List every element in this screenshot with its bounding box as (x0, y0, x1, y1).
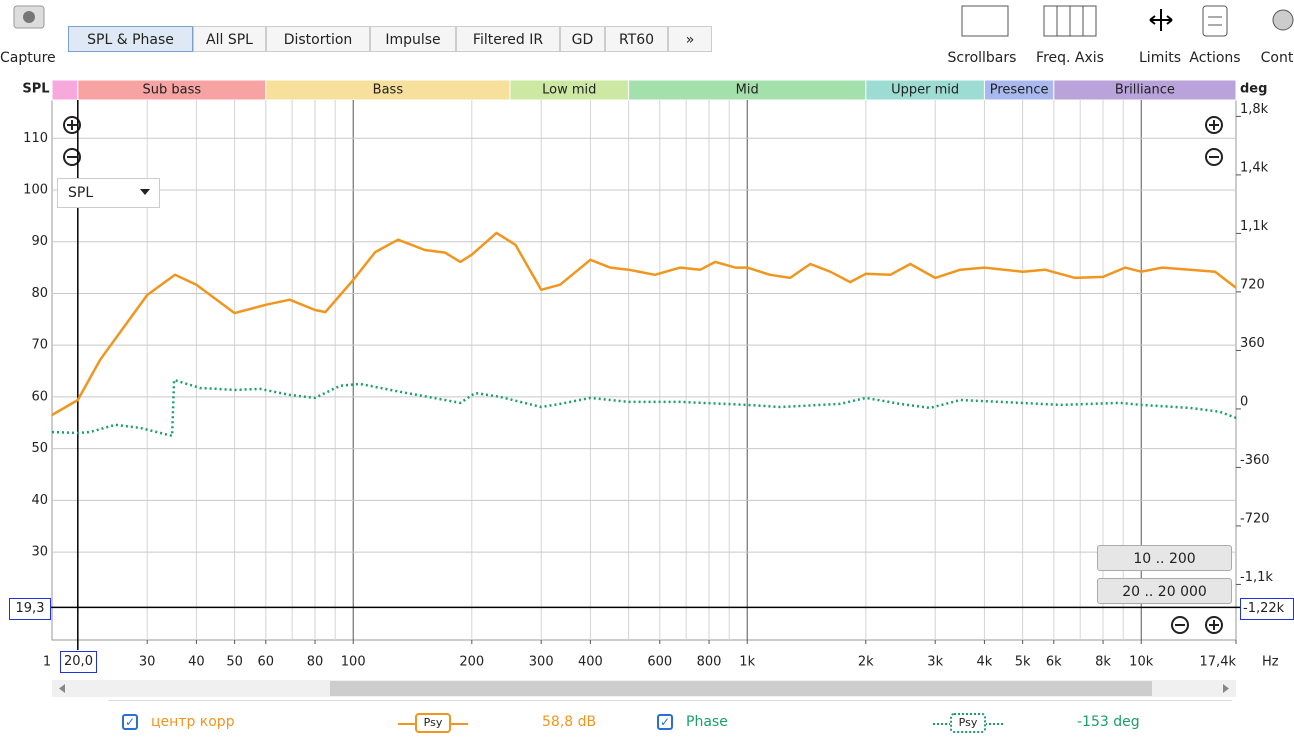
y-tick-label: 50 (31, 441, 48, 456)
legend-readout: -153 deg (1077, 714, 1140, 730)
legend-name: Phase (686, 714, 728, 730)
series-line (51, 378, 1237, 438)
x-tick-label: 17,4k (1200, 655, 1237, 670)
legend-badge: Psy (415, 713, 451, 733)
range-button[interactable]: 20 .. 20 000 (1097, 578, 1232, 604)
tab[interactable]: Impulse (370, 26, 456, 52)
x-tick-label: 4k (977, 655, 993, 670)
y2-tick-label: 360 (1240, 336, 1265, 351)
dropdown-label: SPL (68, 185, 94, 201)
tool-label[interactable]: Limits (1139, 50, 1181, 66)
cursor-y2-label: -1,22k (1240, 598, 1294, 620)
y2-tick-label: -360 (1240, 453, 1270, 468)
range-button[interactable]: 10 .. 200 (1097, 545, 1232, 571)
x-tick-label: 300 (529, 655, 554, 670)
y-tick-label: 100 (23, 183, 48, 198)
tab[interactable]: Distortion (266, 26, 370, 52)
plot-area (51, 99, 1237, 641)
band (1053, 79, 1237, 101)
tab[interactable]: Filtered IR (456, 26, 560, 52)
tool-label[interactable]: Actions (1189, 50, 1241, 66)
x-tick-label: 800 (697, 655, 722, 670)
band-label: Bass (373, 83, 404, 98)
y2-tick-label: 1,8k (1240, 102, 1269, 117)
band-label: Upper mid (891, 83, 959, 98)
x-tick-label: 60 (258, 655, 275, 670)
x-tick-label: 10k (1129, 655, 1154, 670)
band-label: Mid (736, 83, 759, 98)
legend-readout: 58,8 dB (542, 714, 597, 730)
y2-axis-label: deg (1240, 82, 1267, 97)
cursor-x-label: 20,0 (60, 651, 97, 673)
y2-tick-label: 720 (1240, 277, 1265, 292)
x-tick-label: 5k (1015, 655, 1031, 670)
x-tick-label: 30 (139, 655, 156, 670)
y2-tick-label: -720 (1240, 511, 1270, 526)
y-tick-label: 40 (31, 493, 48, 508)
cursor-y-label: 19,3 (9, 598, 51, 620)
band-label: Presence (990, 83, 1049, 98)
tab[interactable]: GD (560, 26, 605, 52)
tab[interactable]: RT60 (605, 26, 668, 52)
band (51, 79, 79, 101)
legend-checkbox[interactable]: ✓ (657, 714, 673, 730)
x-tick-label: 400 (578, 655, 603, 670)
x-tick-label: 3k (927, 655, 943, 670)
x-tick-label: 40 (188, 655, 205, 670)
x-tick-label: 200 (459, 655, 484, 670)
tab[interactable]: » (668, 26, 712, 52)
y-tick-label: 90 (31, 234, 48, 249)
y-tick-label: 60 (31, 389, 48, 404)
tool-label[interactable]: Freq. Axis (1036, 50, 1104, 66)
band-label: Low mid (542, 83, 596, 98)
tool-label[interactable]: Scrollbars (947, 50, 1017, 66)
y-tick-label: 80 (31, 286, 48, 301)
x-unit: Hz (1262, 655, 1279, 670)
dropdown-arrow (140, 189, 150, 195)
x-tick-label: 8k (1095, 655, 1111, 670)
x-edge-label: 1 (43, 655, 51, 670)
x-tick-label: 6k (1046, 655, 1062, 670)
x-tick-label: 80 (307, 655, 324, 670)
y2-tick-label: 0 (1240, 394, 1248, 409)
legend-checkbox[interactable]: ✓ (122, 714, 138, 730)
x-tick-label: 600 (647, 655, 672, 670)
legend-badge: Psy (950, 713, 986, 733)
y-tick-label: 110 (23, 131, 48, 146)
y-axis-label: SPL (22, 82, 49, 97)
x-tick-label: 100 (341, 655, 366, 670)
capture-icon[interactable] (13, 5, 45, 29)
tool-label[interactable]: Cont (1260, 50, 1294, 66)
tab[interactable]: SPL & Phase (68, 26, 193, 52)
x-tick-label: 2k (858, 655, 874, 670)
y2-tick-label: 1,1k (1240, 219, 1269, 234)
scrollbar[interactable] (52, 680, 1236, 697)
y2-tick-label: -1,1k (1240, 570, 1273, 585)
y-tick-label: 30 (31, 545, 48, 560)
dropdown[interactable]: SPL (57, 178, 160, 208)
legend: ✓ центр корр Psy 58,8 dB ✓ Phase Psy -153 deg (108, 700, 1232, 749)
tab[interactable]: All SPL (193, 26, 266, 52)
y-tick-label: 70 (31, 338, 48, 353)
tool-icons[interactable] (961, 5, 1294, 37)
grid (52, 100, 1236, 640)
zoom-icons[interactable] (63, 116, 1223, 634)
y2-tick-label: 1,4k (1240, 160, 1269, 175)
band-label: Brilliance (1115, 83, 1175, 98)
capture-label[interactable]: Capture (0, 50, 56, 66)
x-tick-label: 1k (739, 655, 755, 670)
legend-name: центр корр (151, 714, 235, 730)
x-tick-label: 50 (226, 655, 243, 670)
band-label: Sub bass (142, 83, 201, 98)
series-line (51, 231, 1237, 417)
